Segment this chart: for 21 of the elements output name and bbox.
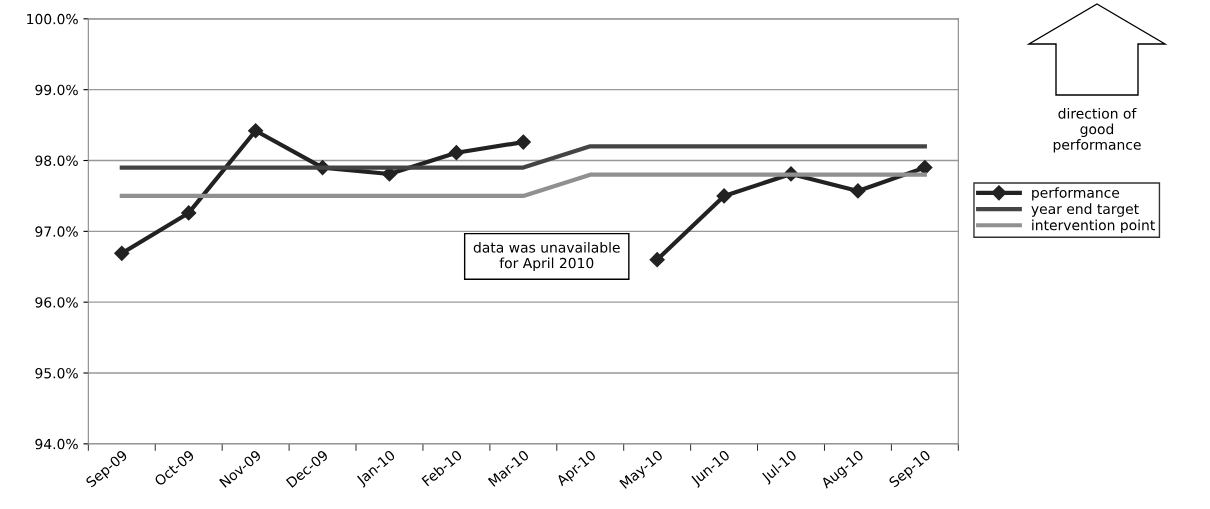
y-tick-label: 98.0% — [35, 155, 78, 166]
legend-label: year end target — [1031, 203, 1139, 217]
legend-label: intervention point — [1032, 219, 1155, 234]
point — [181, 205, 197, 221]
y-tick-label: 94.0% — [35, 438, 78, 450]
point — [114, 245, 130, 261]
y-tick-label: 100.0% — [27, 13, 78, 25]
annotation: data was unavailable for April 2010 — [473, 241, 620, 271]
y-tick-label: 95.0% — [35, 367, 78, 379]
point — [716, 188, 732, 204]
point — [448, 145, 464, 161]
point — [248, 123, 264, 139]
point — [649, 252, 665, 268]
text: direction of good performance — [1053, 108, 1141, 153]
point — [917, 160, 933, 176]
legend-label: performance — [1032, 187, 1120, 201]
y-tick-label: 99.0% — [35, 84, 78, 96]
point — [515, 134, 531, 150]
point — [850, 183, 866, 199]
y-tick-label: 97.0% — [35, 226, 78, 237]
y-tick-label: 96.0% — [35, 297, 78, 308]
